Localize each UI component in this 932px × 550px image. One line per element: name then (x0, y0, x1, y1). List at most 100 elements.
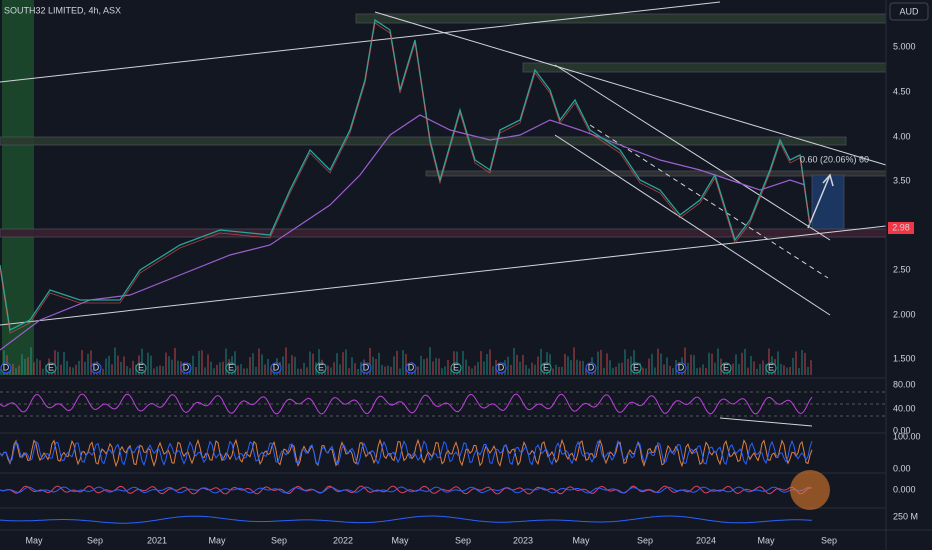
divergence-line (719, 417, 813, 427)
price-label: 2.000 (893, 309, 916, 319)
volume-bar (531, 362, 533, 375)
indicator-line (0, 515, 813, 524)
time-label: Sep (271, 535, 287, 545)
arrow-head (822, 173, 834, 187)
volume-bar (663, 364, 665, 375)
highlight-zone (2, 0, 34, 375)
volume-bar (219, 362, 221, 375)
volume-bar (735, 354, 737, 375)
volume-bar (711, 353, 713, 375)
volume-bar (213, 368, 215, 375)
volume-bar (540, 348, 542, 375)
volume-bar (750, 356, 752, 375)
volume-bar (738, 364, 740, 375)
volume-bar (282, 356, 284, 375)
volume-bar (75, 364, 77, 375)
volume-bar (465, 359, 467, 375)
volume-bar (534, 364, 536, 375)
panel-label: 0.000 (893, 484, 916, 494)
measure-label: 0.60 (20.06%) 60 (800, 154, 869, 164)
volume-bar (369, 347, 371, 375)
volume-bar (237, 365, 239, 375)
volume-bar (78, 360, 80, 375)
volume-bar (141, 348, 143, 375)
event-letter: D (408, 362, 415, 372)
volume-bar (339, 364, 341, 375)
volume-bar (657, 348, 659, 375)
volume-bar (156, 366, 158, 375)
time-label: May (391, 535, 409, 545)
price-trace-shadow (0, 22, 811, 334)
time-label: 2021 (147, 535, 167, 545)
volume-bar (393, 356, 395, 375)
volume-bar (69, 366, 71, 375)
volume-bar (117, 355, 119, 375)
price-label: 1.500 (893, 353, 916, 363)
event-marker (585, 362, 597, 374)
volume-bar (57, 351, 59, 375)
arrow (807, 174, 831, 229)
volume-bar (777, 351, 779, 375)
volume-bar (81, 350, 83, 375)
volume-bar (525, 364, 527, 375)
volume-bar (432, 361, 434, 375)
event-marker (180, 362, 192, 374)
volume-bar (633, 350, 635, 375)
volume-bar (201, 350, 203, 375)
volume-bar (348, 368, 350, 375)
volume-bar (60, 364, 62, 375)
volume-bar (783, 365, 785, 375)
volume-bar (690, 354, 692, 375)
volume-bar (87, 353, 89, 375)
volume-bar (336, 353, 338, 375)
volume-bar (387, 365, 389, 375)
event-letter: E (723, 362, 729, 372)
event-letter: E (453, 362, 459, 372)
volume-bar (105, 358, 107, 375)
volume-bar (621, 362, 623, 375)
price-label: 4.00 (893, 131, 911, 141)
volume-bar (318, 349, 320, 375)
time-label: 2023 (513, 535, 533, 545)
volume-bar (747, 367, 749, 375)
time-label: 2022 (333, 535, 353, 545)
volume-bar (606, 353, 608, 375)
time-label: May (757, 535, 775, 545)
event-letter: D (588, 362, 595, 372)
volume-bar (642, 367, 644, 375)
volume-bar (561, 366, 563, 375)
event-letter: D (93, 362, 100, 372)
event-marker (720, 362, 732, 374)
volume-bar (585, 368, 587, 375)
volume-bar (435, 358, 437, 375)
trendline (589, 124, 829, 279)
event-letter: E (138, 362, 144, 372)
volume-bar (222, 361, 224, 375)
event-letter: D (183, 362, 190, 372)
zones (0, 13, 887, 238)
volume-bar (84, 361, 86, 375)
volume-bar (174, 347, 176, 375)
volume-bar (21, 354, 23, 375)
price-label: 5.000 (893, 41, 916, 51)
volume-bar (666, 357, 668, 375)
volume-bar (789, 366, 791, 375)
volume-bar (567, 356, 569, 375)
time-label: Sep (455, 535, 471, 545)
volume-bar (792, 357, 794, 375)
volume-bar (480, 351, 482, 375)
volume-bar (576, 359, 578, 375)
event-marker (630, 362, 642, 374)
volume-bar (147, 352, 149, 375)
volume-bar (444, 366, 446, 375)
event-marker (315, 362, 327, 374)
volume-bar (36, 358, 38, 375)
volume-bar (123, 356, 125, 375)
currency-button[interactable] (889, 2, 929, 21)
currency[interactable]: AUD (899, 6, 919, 16)
indicator-line (0, 485, 813, 495)
volume-bar (24, 359, 26, 375)
event-marker (135, 362, 147, 374)
volume-bar (303, 362, 305, 375)
